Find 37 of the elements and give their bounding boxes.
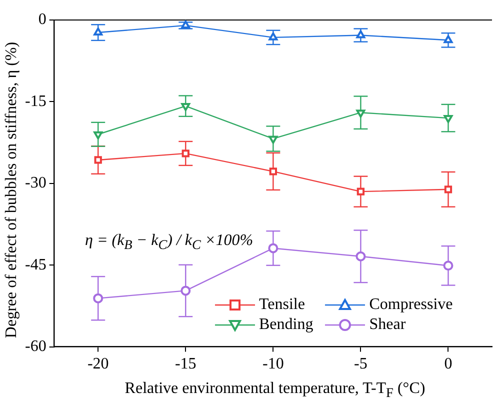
x-tick-label: -10	[262, 356, 284, 373]
point	[444, 186, 452, 194]
x-tick-label: -15	[174, 356, 196, 373]
y-tick-label: -45	[25, 256, 46, 274]
y-tick-label: 0	[38, 11, 46, 28]
y-axis-title: Degree of effect of bubbles on stiffness, η (%)	[3, 42, 21, 338]
point	[356, 110, 366, 118]
point	[444, 35, 453, 44]
point	[268, 32, 278, 40]
y-tick-label: -60	[25, 338, 46, 356]
point	[180, 286, 191, 296]
x-tick-label: -20	[87, 356, 109, 373]
point	[181, 20, 190, 28]
point	[94, 131, 103, 140]
legend-label: Compressive	[369, 296, 453, 314]
legend-label: Bending	[259, 316, 314, 334]
point	[268, 243, 278, 254]
x-tick-label: 0	[444, 356, 452, 373]
legend-label: Tensile	[259, 296, 305, 314]
point	[181, 103, 190, 112]
point	[94, 28, 103, 36]
point	[182, 150, 190, 158]
x-axis-title: Relative environmental temperature, T-T$_{F}$ (°C)	[124, 380, 426, 402]
point	[444, 115, 453, 124]
point	[94, 156, 102, 164]
point	[268, 136, 278, 144]
y-tick-label: -30	[25, 174, 46, 192]
point	[356, 188, 365, 196]
y-tick-label: -15	[25, 92, 46, 110]
point	[93, 293, 104, 304]
legend-label: Shear	[369, 316, 406, 334]
point	[356, 251, 366, 262]
point	[269, 168, 277, 176]
point	[443, 260, 454, 271]
point	[356, 30, 366, 38]
annotation: η = (k$_{B}$ − k$_{C}$) / k$_{C}$ ×100%	[85, 232, 254, 254]
x-tick-label: -5	[354, 356, 368, 373]
